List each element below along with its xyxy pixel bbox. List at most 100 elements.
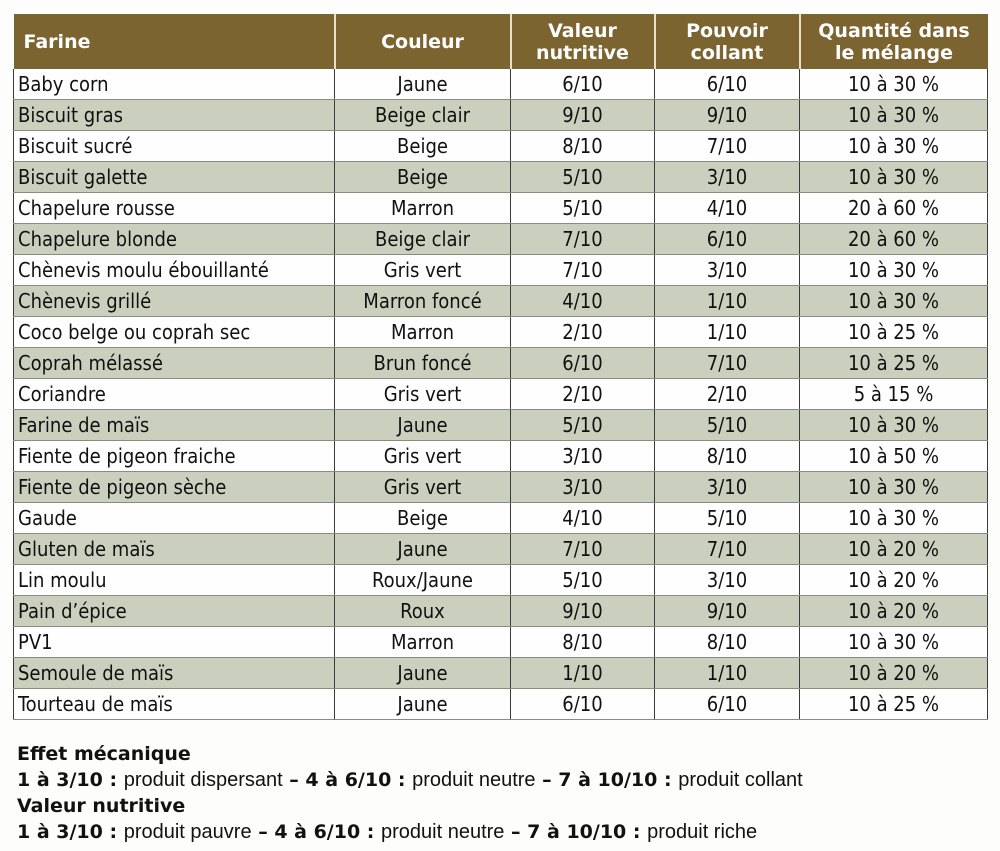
legend-effet-line: 1 à 3/10 : produit dispersant – 4 à 6/10…: [17, 767, 987, 793]
table-body: Baby corn Jaune 6/10 6/10 10 à 30 % Biscuit g…: [13, 69, 988, 720]
table-row: Gaude Beige 4/10 5/10 10 à 30 %: [13, 502, 988, 534]
table-cell: Jaune: [334, 69, 511, 100]
column-header-line: Valeur: [548, 19, 617, 42]
legend-separator: :: [102, 769, 124, 791]
table-cell: 10 à 30 %: [799, 254, 988, 286]
table-row: Farine de maïs Jaune 5/10 5/10 10 à 30 %: [13, 409, 988, 441]
legend-valeur-line: 1 à 3/10 : produit pauvre – 4 à 6/10 : p…: [17, 819, 987, 845]
table-cell: 3/10: [654, 471, 800, 503]
table-cell: 8/10: [654, 626, 800, 658]
table-cell: 7/10: [654, 130, 800, 162]
table-row: Biscuit galette Beige 5/10 3/10 10 à 30 %: [13, 161, 988, 193]
flour-table: Farine Couleur Valeur nutritive Pouvoir colla…: [13, 14, 988, 720]
table-row: Biscuit sucré Beige 8/10 7/10 10 à 30 %: [13, 130, 988, 162]
table-cell: Jaune: [334, 657, 511, 689]
table-cell: 7/10: [654, 533, 800, 565]
table-cell: Beige: [334, 502, 511, 534]
table-cell: 6/10: [654, 69, 800, 100]
table-row: Tourteau de maïs Jaune 6/10 6/10 10 à 25 %: [13, 688, 988, 720]
table-cell: Beige clair: [334, 99, 511, 131]
table-cell: Marron: [334, 316, 511, 348]
table-cell: 9/10: [510, 99, 655, 131]
column-header: Couleur: [334, 14, 512, 69]
table-row: Chapelure blonde Beige clair 7/10 6/10 20 à …: [13, 223, 988, 255]
column-header-line: Farine: [23, 30, 91, 53]
table-cell: 10 à 30 %: [799, 626, 988, 658]
column-header: Farine: [13, 14, 336, 69]
table-cell: 10 à 30 %: [799, 409, 988, 441]
table-row: Lin moulu Roux/Jaune 5/10 3/10 10 à 20 %: [13, 564, 988, 596]
table-row: Fiente de pigeon sèche Gris vert 3/10 3/10 1…: [13, 471, 988, 503]
column-header: Pouvoir collant: [654, 14, 801, 69]
table-row: Biscuit gras Beige clair 9/10 9/10 10 à 30 %: [13, 99, 988, 131]
legend: Effet mécanique 1 à 3/10 : produit dispe…: [17, 741, 987, 845]
table-cell: 5/10: [510, 192, 655, 224]
table-cell: 6/10: [654, 223, 800, 255]
table-cell: Biscuit gras: [13, 99, 335, 131]
legend-range: 4 à 6/10: [305, 769, 392, 791]
table-cell: 10 à 30 %: [799, 99, 988, 131]
table-cell: 4/10: [510, 502, 655, 534]
table-row: Semoule de maïs Jaune 1/10 1/10 10 à 20 %: [13, 657, 988, 689]
table-cell: 9/10: [654, 595, 800, 627]
table-cell: Biscuit sucré: [13, 130, 335, 162]
legend-separator: :: [391, 769, 413, 791]
table-cell: Marron: [334, 192, 511, 224]
table-cell: Jaune: [334, 409, 511, 441]
legend-text: produit pauvre: [123, 821, 252, 843]
column-header-line: le mélange: [834, 41, 954, 64]
table-cell: Gris vert: [334, 440, 511, 472]
table-cell: Gris vert: [334, 254, 511, 286]
table-cell: 3/10: [654, 254, 800, 286]
table-cell: 2/10: [510, 316, 655, 348]
table-row: Coriandre Gris vert 2/10 2/10 5 à 15 %: [13, 378, 988, 410]
table-cell: Beige: [334, 161, 511, 193]
table-cell: Tourteau de maïs: [13, 688, 335, 720]
table-cell: Jaune: [334, 533, 511, 565]
column-header-line: Pouvoir: [686, 19, 768, 42]
table-cell: 3/10: [510, 440, 655, 472]
legend-text: produit neutre: [381, 821, 505, 843]
table-cell: Jaune: [334, 688, 511, 720]
table-cell: 8/10: [654, 440, 800, 472]
table-cell: 5/10: [510, 161, 655, 193]
table-cell: Gris vert: [334, 471, 511, 503]
table-cell: 6/10: [510, 688, 655, 720]
table-cell: 1/10: [654, 285, 800, 317]
legend-dash: –: [535, 769, 559, 791]
table-row: Fiente de pigeon fraiche Gris vert 3/10 8/1…: [13, 440, 988, 472]
table-cell: Gluten de maïs: [13, 533, 335, 565]
table-cell: 10 à 30 %: [799, 502, 988, 534]
table-cell: 6/10: [654, 688, 800, 720]
legend-separator: :: [657, 769, 679, 791]
column-header-line: Quantité dans: [818, 19, 970, 42]
table-cell: 2/10: [510, 378, 655, 410]
table-cell: 10 à 20 %: [799, 533, 988, 565]
table-cell: Coriandre: [13, 378, 335, 410]
table-cell: 7/10: [654, 347, 800, 379]
table-cell: 5/10: [510, 564, 655, 596]
legend-separator: :: [102, 821, 124, 843]
table-cell: Marron: [334, 626, 511, 658]
legend-range: 7 à 10/10: [558, 769, 658, 791]
table-cell: 10 à 20 %: [799, 657, 988, 689]
table-cell: 5/10: [510, 409, 655, 441]
table-cell: 5/10: [654, 502, 800, 534]
column-header: Valeur nutritive: [510, 14, 656, 69]
table-row: Baby corn Jaune 6/10 6/10 10 à 30 %: [13, 69, 988, 100]
legend-dash: –: [251, 821, 275, 843]
table-cell: PV1: [13, 626, 335, 658]
table-cell: Beige: [334, 130, 511, 162]
table-row: Coco belge ou coprah sec Marron 2/10 1/10 10…: [13, 316, 988, 348]
table-cell: 7/10: [510, 533, 655, 565]
table-cell: 6/10: [510, 347, 655, 379]
column-header-line: Couleur: [381, 30, 464, 53]
table-cell: 3/10: [510, 471, 655, 503]
table-cell: 3/10: [654, 564, 800, 596]
table-cell: 10 à 25 %: [799, 316, 988, 348]
table-cell: 10 à 50 %: [799, 440, 988, 472]
legend-text: produit dispersant: [123, 769, 283, 791]
table-cell: Coco belge ou coprah sec: [13, 316, 335, 348]
table-cell: 10 à 25 %: [799, 688, 988, 720]
table-row: PV1 Marron 8/10 8/10 10 à 30 %: [13, 626, 988, 658]
